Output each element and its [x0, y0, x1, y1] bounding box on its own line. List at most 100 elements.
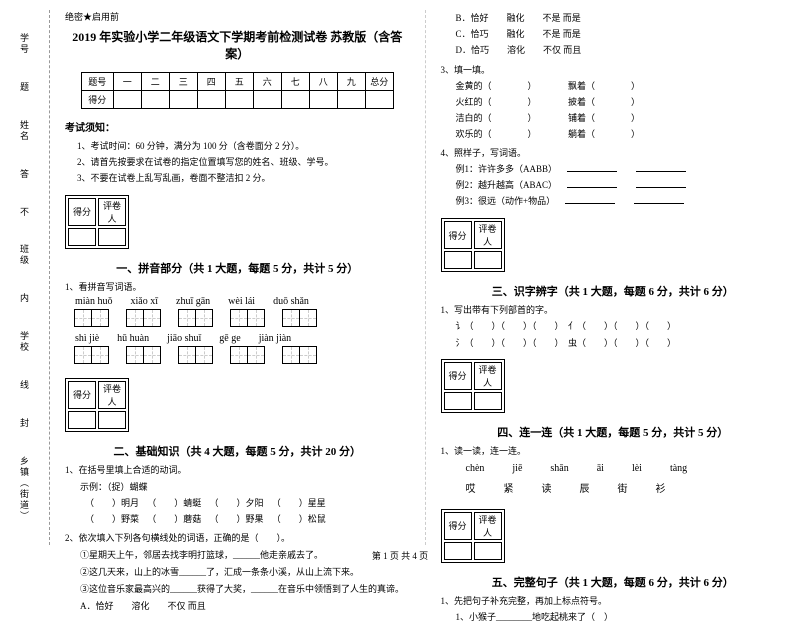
pinyin: shì jiè [75, 333, 99, 344]
margin-label-school: 学校 [18, 331, 31, 353]
cell: 得分 [444, 362, 472, 390]
q3-1: 1、写出带有下列部首的字。 [441, 303, 786, 316]
td: 得分 [81, 91, 113, 109]
q2-2-line: ②这几天来，山上的冰雪______了，汇成一条条小溪，从山上流下来。 [80, 565, 410, 578]
th: 四 [197, 73, 225, 91]
ex-label: 例1：许许多多（AABB） [456, 164, 558, 174]
blank [636, 178, 686, 188]
radical-line: 讠（ ）（ ）（ ） 亻（ ）（ ）（ ） [456, 318, 786, 334]
fill-item: （ ）星星 [272, 495, 332, 511]
pinyin: duō shǎn [273, 296, 309, 307]
score-header-row: 题号 一 二 三 四 五 六 七 八 九 总分 [81, 73, 393, 91]
section-3-title: 三、识字辨字（共 1 大题，每题 6 分，共计 6 分） [441, 283, 786, 299]
cell: 评卷人 [474, 512, 502, 540]
margin-dash: 内 [18, 293, 31, 304]
fill-item: （ ）蘑菇 [147, 511, 207, 527]
fill-item: （ ）松鼠 [272, 511, 332, 527]
margin-dash: 答 [18, 169, 31, 180]
score-value-row: 得分 [81, 91, 393, 109]
opt-b: B．恰好 融化 不是 而是 [456, 10, 786, 26]
blank [567, 162, 617, 172]
char-grid-row-2 [75, 346, 410, 364]
cell: 评卷人 [474, 221, 502, 249]
th: 总分 [365, 73, 393, 91]
ex-label: 例3：很远（动作+物品） [456, 196, 556, 206]
q2-2-line: ③这位音乐家最高兴的______获得了大奖，______在音乐中领悟到了人生的真… [80, 582, 410, 595]
notice-title: 考试须知： [65, 119, 410, 134]
fill-item: （ ）野果 [210, 511, 270, 527]
fill-item: （ ）蜻蜓 [147, 495, 207, 511]
grader-box: 得分评卷人 [441, 218, 505, 272]
binding-margin: 学号 题 姓名 答 不 班级 内 学校 线 封 乡镇（街道） [0, 10, 50, 545]
margin-dash: 封 [18, 418, 31, 429]
q4-ex1: 例1：许许多多（AABB） [456, 162, 786, 175]
th: 一 [113, 73, 141, 91]
pinyin: wèi lái [228, 296, 255, 307]
blank [565, 194, 615, 204]
th: 八 [309, 73, 337, 91]
q4-1: 1、读一读，连一连。 [441, 444, 786, 457]
q2-2: 2、依次填入下列各句横线处的词语，正确的是（ ）。 [65, 531, 410, 544]
pinyin: gē ge [219, 333, 240, 344]
char: 街 [618, 480, 628, 495]
q2-1-ex: 示例：（捉）蝴蝶 [80, 480, 410, 493]
margin-cut: 不 [18, 207, 31, 218]
blank [636, 162, 686, 172]
q4-ex2: 例2：越升越高（ABAC） [456, 178, 786, 191]
section-5-title: 五、完整句子（共 1 大题，每题 6 分，共计 6 分） [441, 574, 786, 590]
section-1-title: 一、拼音部分（共 1 大题，每题 5 分，共计 5 分） [65, 260, 410, 276]
page-footer: 第 1 页 共 4 页 [0, 549, 800, 562]
connect-row-1: chèn jiē shān āi lèi tàng [466, 463, 786, 474]
pinyin: jiē [512, 463, 522, 474]
cell: 得分 [68, 381, 96, 409]
margin-dash: 线 [18, 380, 31, 391]
th: 六 [253, 73, 281, 91]
q2-1: 1、在括号里填上合适的动词。 [65, 463, 410, 476]
pinyin: chèn [466, 463, 485, 474]
pinyin-row-2: shì jiè hū huàn jiāo shuǐ gē ge jiàn jià… [75, 333, 410, 344]
notice-item: 1、考试时间：60 分钟，满分为 100 分（含卷面分 2 分）。 [77, 138, 410, 154]
q4-ex3: 例3：很远（动作+物品） [456, 194, 786, 207]
blank [634, 194, 684, 204]
right-column: B．恰好 融化 不是 而是 C．恰巧 融化 不是 而是 D．恰巧 溶化 不仅 而… [426, 10, 800, 545]
confidential-label: 绝密★启用前 [65, 10, 410, 23]
fill-item: （ ）明月 [85, 495, 145, 511]
pinyin: xiǎo xī [131, 296, 159, 307]
q5-1: 1、先把句子补充完整，再加上标点符号。 [441, 594, 786, 607]
margin-label-xuehao: 学号 [18, 33, 31, 55]
connect-row-2: 哎 紧 读 辰 街 衫 [466, 480, 786, 495]
margin-dash: 题 [18, 82, 31, 93]
fill-row: （ ）野菜 （ ）蘑菇 （ ）野果 （ ）松鼠 [85, 511, 410, 527]
cell: 评卷人 [98, 381, 126, 409]
grader-box: 得分评卷人 [441, 359, 505, 413]
char: 紧 [504, 480, 514, 495]
pinyin: hū huàn [117, 333, 149, 344]
margin-label-name: 姓名 [18, 120, 31, 142]
grader-box: 得分评卷人 [65, 378, 129, 432]
th: 五 [225, 73, 253, 91]
margin-label-town: 乡镇（街道） [18, 456, 31, 522]
pinyin: jiāo shuǐ [167, 333, 201, 344]
q1-1: 1、看拼音写词语。 [65, 280, 410, 293]
th: 题号 [81, 73, 113, 91]
q3: 3、填一填。 [441, 63, 786, 76]
th: 七 [281, 73, 309, 91]
th: 九 [337, 73, 365, 91]
section-4-title: 四、连一连（共 1 大题，每题 5 分，共计 5 分） [441, 424, 786, 440]
cell: 评卷人 [98, 198, 126, 226]
char: 哎 [466, 480, 476, 495]
score-table: 题号 一 二 三 四 五 六 七 八 九 总分 得分 [81, 72, 394, 109]
exam-title: 2019 年实验小学二年级语文下学期考前检测试卷 苏教版（含答案） [65, 28, 410, 62]
cell: 得分 [444, 221, 472, 249]
q5-1-line: 1、小猴子________地吃起桃来了（ ） [456, 609, 786, 625]
radical-line: 氵（ ）（ ）（ ） 虫（ ）（ ）（ ） [456, 335, 786, 351]
notice-item: 2、请首先按要求在试卷的指定位置填写您的姓名、班级、学号。 [77, 154, 410, 170]
char: 读 [542, 480, 552, 495]
th: 三 [169, 73, 197, 91]
margin-label-class: 班级 [18, 244, 31, 266]
q3-line: 火红的（ ） 披着（ ） [456, 94, 786, 110]
opt-d: D．恰巧 溶化 不仅 而且 [456, 42, 786, 58]
char: 辰 [580, 480, 590, 495]
fill-item: （ ）夕阳 [210, 495, 270, 511]
q3-line: 欢乐的（ ） 躺着（ ） [456, 126, 786, 142]
